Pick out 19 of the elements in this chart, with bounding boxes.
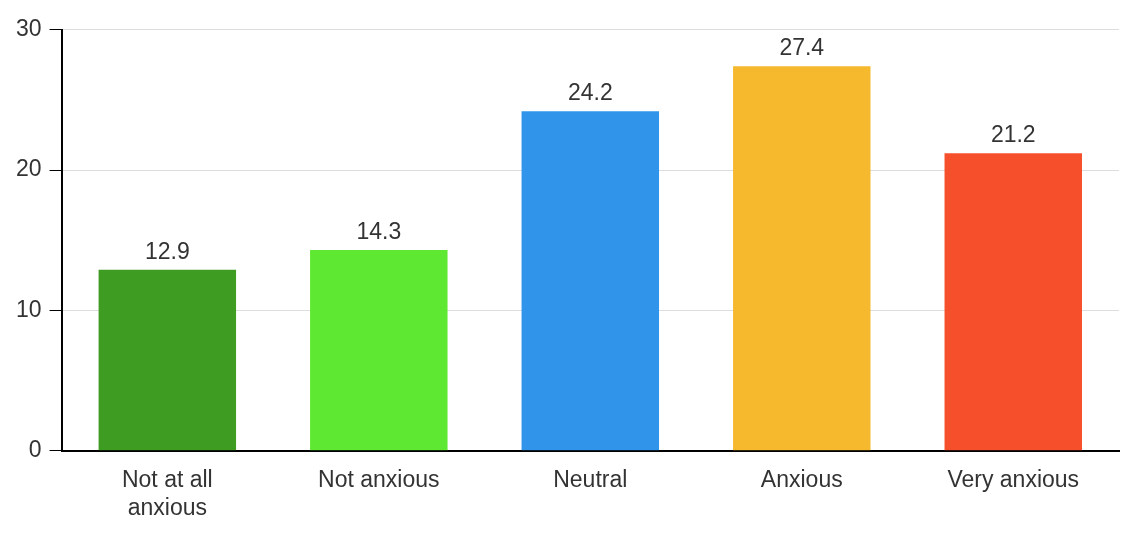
bar (521, 111, 660, 451)
x-tick-label: Not at all anxious (121, 465, 213, 520)
x-tick-label: Anxious (760, 465, 843, 492)
data-label: 27.4 (779, 34, 825, 61)
y-tick-label: 0 (28, 436, 42, 463)
data-label: 12.9 (144, 237, 190, 264)
x-tick-label: Neutral (553, 465, 628, 492)
data-label: 14.3 (356, 217, 402, 244)
bar (944, 153, 1082, 451)
y-tick-label: 10 (15, 295, 42, 322)
data-label: 24.2 (567, 79, 613, 106)
x-tick-label: Not anxious (318, 465, 440, 492)
data-label: 21.2 (990, 121, 1036, 148)
bar (98, 269, 237, 451)
bar (310, 250, 448, 451)
y-tick-label: 30 (15, 15, 42, 42)
bar (733, 66, 871, 451)
y-tick-label: 20 (15, 155, 42, 182)
x-tick-label: Very anxious (947, 465, 1080, 492)
